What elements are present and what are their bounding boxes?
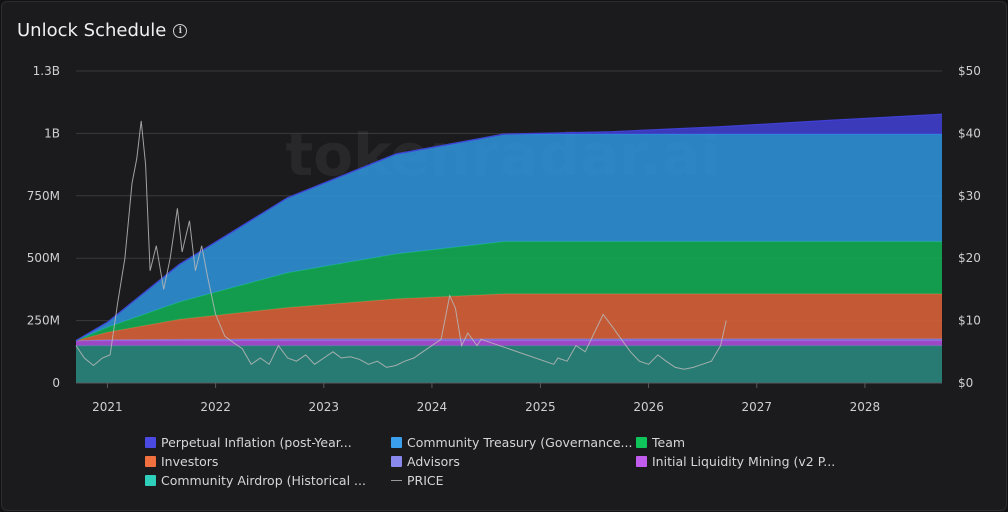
legend-label: Initial Liquidity Mining (v2 P... [652, 454, 836, 469]
x-tick-label: 2021 [92, 400, 123, 414]
x-tick-label: 2024 [417, 400, 448, 414]
legend-label: Community Airdrop (Historical ... [161, 473, 366, 488]
area-series-0 [76, 345, 942, 383]
legend-label: Investors [161, 454, 219, 469]
area-series-1 [76, 340, 942, 346]
x-tick-label: 2027 [741, 400, 772, 414]
legend-item-price[interactable]: PRICE [391, 473, 444, 488]
legend-item-team[interactable]: Team [636, 435, 685, 450]
y-right-tick-label: $20 [958, 251, 981, 265]
y-right-tick-label: $0 [958, 376, 973, 390]
legend-swatch [145, 456, 156, 467]
y-right-tick-label: $50 [958, 64, 981, 78]
legend-item-initial-liquidity-mining[interactable]: Initial Liquidity Mining (v2 P... [636, 454, 835, 469]
legend-label: Community Treasury (Governance... [407, 435, 633, 450]
info-circle-icon[interactable]: i [173, 23, 188, 38]
y-right-tick-label: $10 [958, 314, 981, 328]
area-series-5 [76, 134, 942, 341]
y-right-tick-label: $30 [958, 189, 981, 203]
y-left-tick-label: 0 [52, 376, 60, 390]
legend-label: Advisors [407, 454, 460, 469]
y-left-tick-label: 750M [27, 189, 60, 203]
title-row: Unlock Schedule i [17, 20, 188, 41]
legend-item-investors[interactable]: Investors [145, 454, 218, 469]
area-series-4 [76, 241, 942, 341]
legend-item-advisors[interactable]: Advisors [391, 454, 460, 469]
area-series-3 [76, 293, 942, 341]
legend-label: Team [652, 435, 686, 450]
x-tick-label: 2022 [200, 400, 231, 414]
legend-item-community-airdrop[interactable]: Community Airdrop (Historical ... [145, 473, 366, 488]
legend-item-perpetual-inflation[interactable]: Perpetual Inflation (post-Year... [145, 435, 352, 450]
y-left-tick-label: 1B [44, 126, 60, 140]
legend-swatch [145, 475, 156, 486]
legend-label: Perpetual Inflation (post-Year... [161, 435, 352, 450]
y-right-tick-label: $40 [958, 126, 981, 140]
legend-swatch [391, 480, 402, 481]
page-title: Unlock Schedule [17, 20, 167, 41]
legend-swatch [636, 456, 647, 467]
x-tick-label: 2023 [308, 400, 339, 414]
x-tick-label: 2028 [850, 400, 881, 414]
legend-swatch [145, 437, 156, 448]
legend-swatch [391, 437, 402, 448]
legend-swatch [391, 456, 402, 467]
price-line [75, 120, 727, 370]
legend-label: PRICE [407, 473, 444, 488]
y-left-tick-label: 250M [27, 314, 60, 328]
y-left-tick-label: 500M [27, 251, 60, 265]
x-tick-label: 2025 [525, 400, 556, 414]
y-left-tick-label: 1.3B [33, 64, 60, 78]
x-tick-label: 2026 [633, 400, 664, 414]
legend-item-community-treasury[interactable]: Community Treasury (Governance... [391, 435, 632, 450]
area-series-edge-6 [75, 113, 943, 342]
legend-swatch [636, 437, 647, 448]
